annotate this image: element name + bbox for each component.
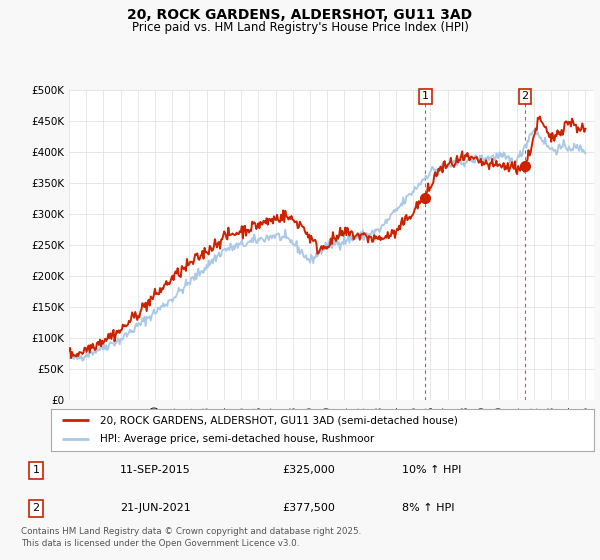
Text: Contains HM Land Registry data © Crown copyright and database right 2025.
This d: Contains HM Land Registry data © Crown c… (21, 527, 361, 548)
Text: 20, ROCK GARDENS, ALDERSHOT, GU11 3AD: 20, ROCK GARDENS, ALDERSHOT, GU11 3AD (127, 8, 473, 22)
Text: £377,500: £377,500 (282, 503, 335, 514)
Text: 20, ROCK GARDENS, ALDERSHOT, GU11 3AD (semi-detached house): 20, ROCK GARDENS, ALDERSHOT, GU11 3AD (s… (100, 415, 458, 425)
Text: 21-JUN-2021: 21-JUN-2021 (120, 503, 191, 514)
Text: 1: 1 (422, 91, 429, 101)
Text: 11-SEP-2015: 11-SEP-2015 (120, 465, 191, 475)
Text: Price paid vs. HM Land Registry's House Price Index (HPI): Price paid vs. HM Land Registry's House … (131, 21, 469, 34)
Text: HPI: Average price, semi-detached house, Rushmoor: HPI: Average price, semi-detached house,… (100, 435, 374, 445)
Text: 1: 1 (32, 465, 40, 475)
Text: 2: 2 (32, 503, 40, 514)
Text: 8% ↑ HPI: 8% ↑ HPI (402, 503, 455, 514)
Text: 2: 2 (521, 91, 529, 101)
Text: 10% ↑ HPI: 10% ↑ HPI (402, 465, 461, 475)
Text: £325,000: £325,000 (282, 465, 335, 475)
